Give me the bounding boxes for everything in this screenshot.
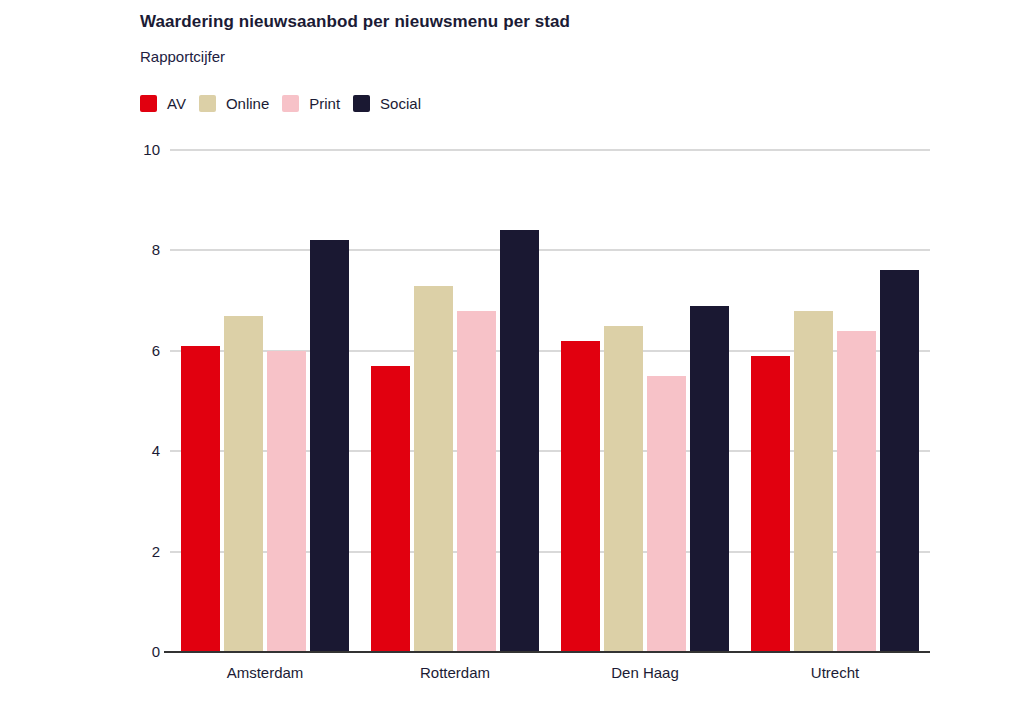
legend-item-av: AV: [140, 95, 186, 112]
bar-utrecht-av: [751, 356, 790, 652]
legend-label-social: Social: [380, 95, 421, 112]
bar-den-haag-av: [561, 341, 600, 652]
bar-amsterdam-online: [224, 316, 263, 652]
bar-den-haag-social: [690, 306, 729, 652]
legend-item-online: Online: [199, 95, 269, 112]
y-tick-label-8: 8: [126, 241, 160, 258]
legend-swatch-print: [282, 95, 299, 112]
legend-swatch-social: [353, 95, 370, 112]
chart-title: Waardering nieuwsaanbod per nieuwsmenu p…: [140, 12, 570, 32]
chart-subtitle: Rapportcijfer: [140, 48, 225, 65]
legend-label-print: Print: [309, 95, 340, 112]
y-tick-label-0: 0: [126, 643, 160, 660]
plot-area: 0246810AmsterdamRotterdamDen HaagUtrecht: [170, 150, 930, 652]
bar-rotterdam-online: [414, 286, 453, 652]
bar-group-rotterdam: [360, 150, 550, 652]
bar-amsterdam-print: [267, 351, 306, 652]
chart-canvas: Waardering nieuwsaanbod per nieuwsmenu p…: [0, 0, 1020, 708]
y-tick-label-4: 4: [126, 442, 160, 459]
legend-item-print: Print: [282, 95, 340, 112]
legend-label-online: Online: [226, 95, 269, 112]
legend-swatch-av: [140, 95, 157, 112]
legend-swatch-online: [199, 95, 216, 112]
bar-rotterdam-print: [457, 311, 496, 652]
bar-rotterdam-social: [500, 230, 539, 652]
bar-group-den-haag: [550, 150, 740, 652]
x-tick-label-den-haag: Den Haag: [550, 664, 740, 681]
bar-den-haag-print: [647, 376, 686, 652]
x-tick-label-utrecht: Utrecht: [740, 664, 930, 681]
bar-utrecht-print: [837, 331, 876, 652]
y-tick-label-6: 6: [126, 342, 160, 359]
x-tick-label-rotterdam: Rotterdam: [360, 664, 550, 681]
legend-item-social: Social: [353, 95, 421, 112]
bar-group-amsterdam: [170, 150, 360, 652]
y-tick-label-10: 10: [126, 141, 160, 158]
legend-label-av: AV: [167, 95, 186, 112]
y-tick-label-2: 2: [126, 543, 160, 560]
bar-utrecht-online: [794, 311, 833, 652]
bar-group-utrecht: [740, 150, 930, 652]
x-tick-label-amsterdam: Amsterdam: [170, 664, 360, 681]
bar-utrecht-social: [880, 270, 919, 652]
x-axis-baseline: [164, 651, 930, 653]
bar-amsterdam-av: [181, 346, 220, 652]
bar-amsterdam-social: [310, 240, 349, 652]
bar-den-haag-online: [604, 326, 643, 652]
bar-rotterdam-av: [371, 366, 410, 652]
legend: AV Online Print Social: [140, 95, 434, 112]
